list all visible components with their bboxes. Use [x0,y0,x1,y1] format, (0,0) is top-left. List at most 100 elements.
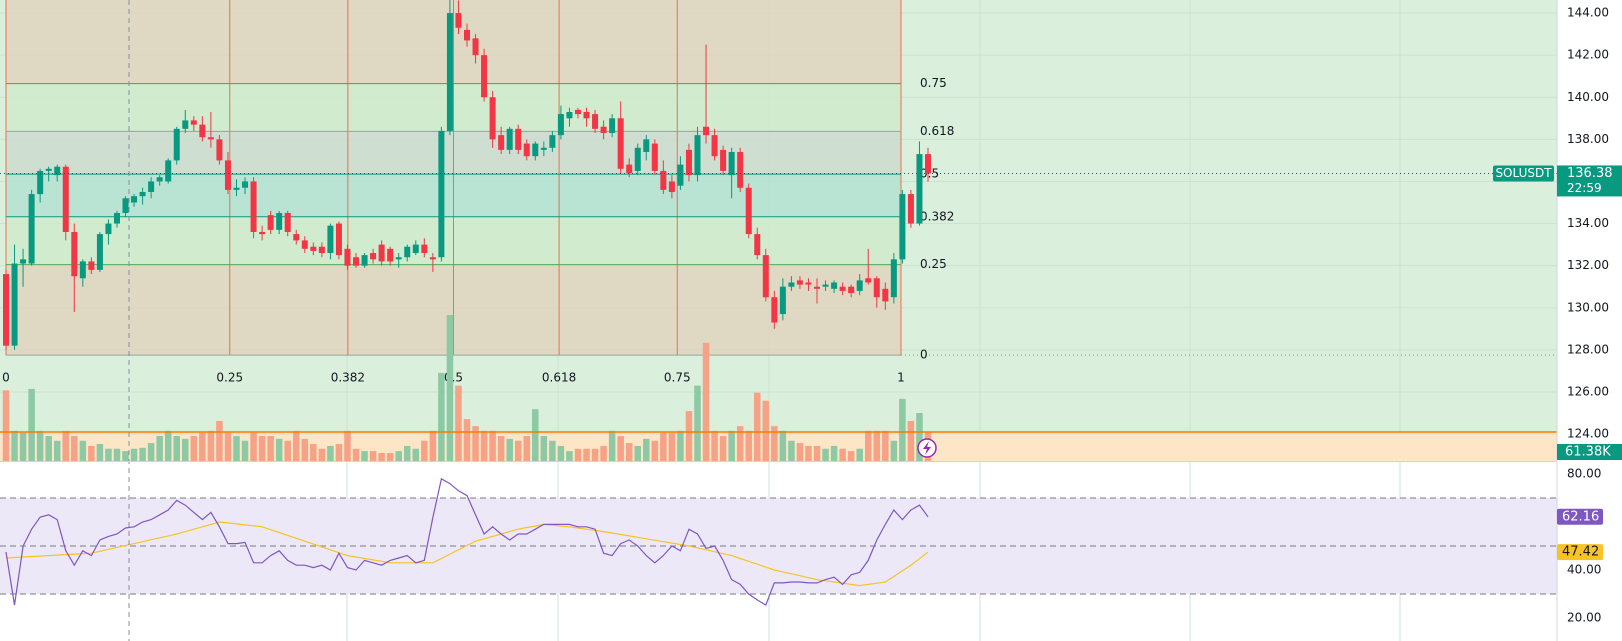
volume-bar [182,438,189,461]
volume-bar [207,430,215,461]
candle-body [199,124,206,138]
volume-bar [233,436,240,461]
volume-bar [421,440,428,461]
volume-bar [754,392,761,461]
fib-level-label: 0.5 [920,167,939,181]
alert-icon[interactable] [917,438,937,458]
candle-body [609,118,616,134]
candle-body [481,55,488,98]
volume-bar [395,451,402,461]
fib-time-label: 0.25 [216,371,243,385]
volume-bar [79,440,87,461]
y-tick-label: 130.00 [1567,300,1609,314]
volume-bar [156,436,163,461]
candle-body [45,168,52,171]
volume-bar [438,372,445,461]
fib-level-label: 0.25 [920,257,947,271]
y-tick-label: 132.00 [1567,258,1609,272]
y-tick-label: 140.00 [1567,90,1609,104]
volume-bar [890,440,898,461]
candle-body [600,126,607,134]
volume-bar [916,412,923,461]
candle-body [139,191,146,197]
volume-bar [702,342,710,461]
fib-level-label: 0.75 [920,76,947,90]
volume-bar [139,447,146,461]
countdown-label: 22:59 [1567,181,1602,195]
candle-body [37,170,44,195]
price-tag [1557,165,1622,197]
candle-body [703,126,710,136]
candle-body [370,253,377,260]
volume-bar [164,430,172,461]
volume-bar [344,430,351,461]
volume-bar [36,430,44,461]
candle-body [557,114,564,136]
volume-bar [250,432,257,461]
candle-body [182,120,189,129]
candle-body [856,280,863,291]
fib-level-label: 0 [920,348,928,362]
volume-bar [574,448,582,461]
candle-body [737,151,744,188]
volume-bar [19,432,27,461]
fib-level-label: 0.382 [920,209,954,223]
volume-bar [608,430,616,461]
candle-body [515,128,522,150]
volume-bar [771,426,778,461]
symbol-label: SOLUSDT [1495,166,1552,180]
plot-layer: 0 0.25 0.382 0.5 0.618 0.75 100.250.3820.50.61… [0,0,1557,606]
candle-body [190,120,197,125]
volume-bar [822,448,829,461]
volume-bar [899,398,906,461]
candle-body [387,248,394,262]
volume-bar [480,430,488,461]
volume-bar [241,440,249,461]
candle-body [540,147,547,150]
volume-bar [625,443,633,461]
candle-body [865,278,872,283]
volume-bar [258,436,266,461]
candle-body [233,187,240,190]
volume-bar [71,436,78,461]
candle-body [11,263,18,346]
volume-bar [745,430,752,461]
candle-body [626,164,633,174]
volume-bar [173,436,180,461]
candle-body [660,170,667,190]
volume-bar [523,436,531,461]
volume-bar [549,440,556,461]
volume-bar [361,451,368,461]
volume-bar [719,436,727,461]
candle-body [506,128,513,150]
candle-body [429,257,436,260]
candle-body [771,297,778,323]
volume-bar [105,448,112,461]
volume-bar [711,430,718,461]
volume-bar [583,448,590,461]
alert-icon-bolt [923,441,931,455]
candle-body [788,282,795,287]
volume-bar [779,430,787,461]
rsi-tag-label: 62.16 [1562,509,1599,524]
y-tick-label: 124.00 [1567,427,1609,441]
volume-bar [403,445,411,461]
candle-body [156,177,163,182]
volume-bar [694,385,701,461]
candle-body [805,282,812,285]
candle-body [250,181,257,232]
candle-body [148,181,155,192]
volume-bar [88,445,95,461]
volume-bar [506,438,513,461]
volume-bar [369,451,377,461]
volume-bar [429,430,437,461]
volume-tag [1557,444,1622,460]
candle-body [848,286,855,294]
candle-body [592,114,599,129]
candle-body [814,286,821,289]
volume-bar [378,452,385,461]
rsi-tag [1557,508,1603,525]
volume-bar [412,448,420,461]
rsi-line [5,477,929,606]
